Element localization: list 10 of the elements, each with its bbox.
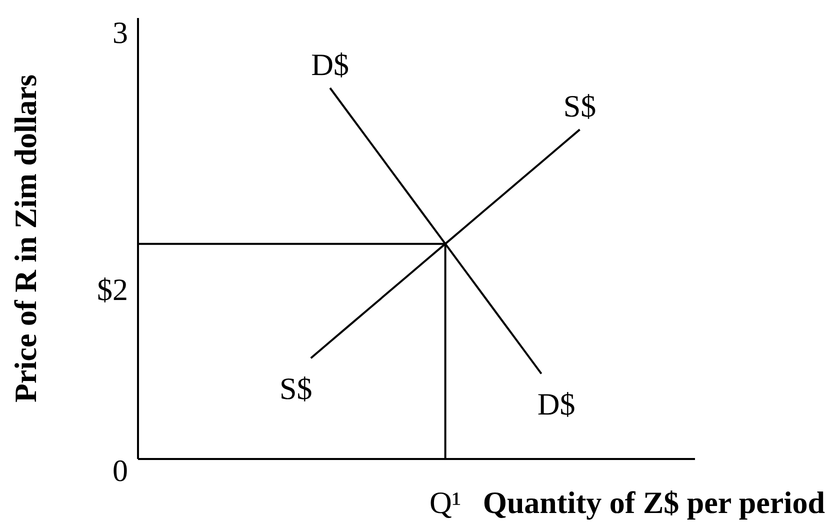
y-axis-title: Price of R in Zim dollars [8, 74, 42, 403]
text: 3 [112, 14, 128, 50]
series-label: D$ [537, 386, 576, 422]
text: D$ [311, 46, 350, 82]
text: $2 [97, 272, 128, 306]
series-label: S$ [279, 370, 312, 406]
text: 0 [112, 452, 128, 488]
x-axis-title: Quantity of Z$ per period [482, 484, 825, 520]
text: Q¹ [429, 484, 462, 520]
text: S$ [563, 88, 596, 124]
